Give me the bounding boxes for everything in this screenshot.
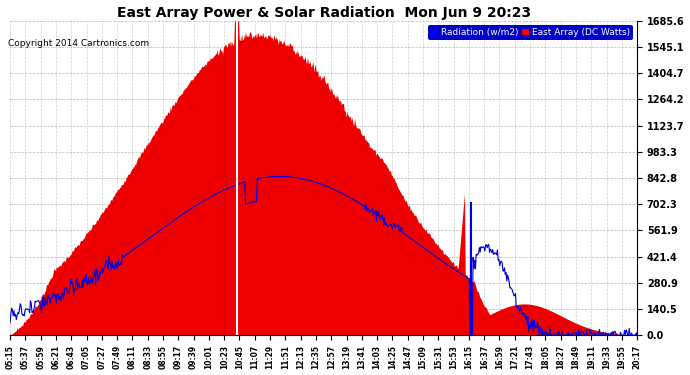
- Text: Copyright 2014 Cartronics.com: Copyright 2014 Cartronics.com: [8, 39, 150, 48]
- Title: East Array Power & Solar Radiation  Mon Jun 9 20:23: East Array Power & Solar Radiation Mon J…: [117, 6, 531, 20]
- Legend: Radiation (w/m2), East Array (DC Watts): Radiation (w/m2), East Array (DC Watts): [428, 25, 633, 40]
